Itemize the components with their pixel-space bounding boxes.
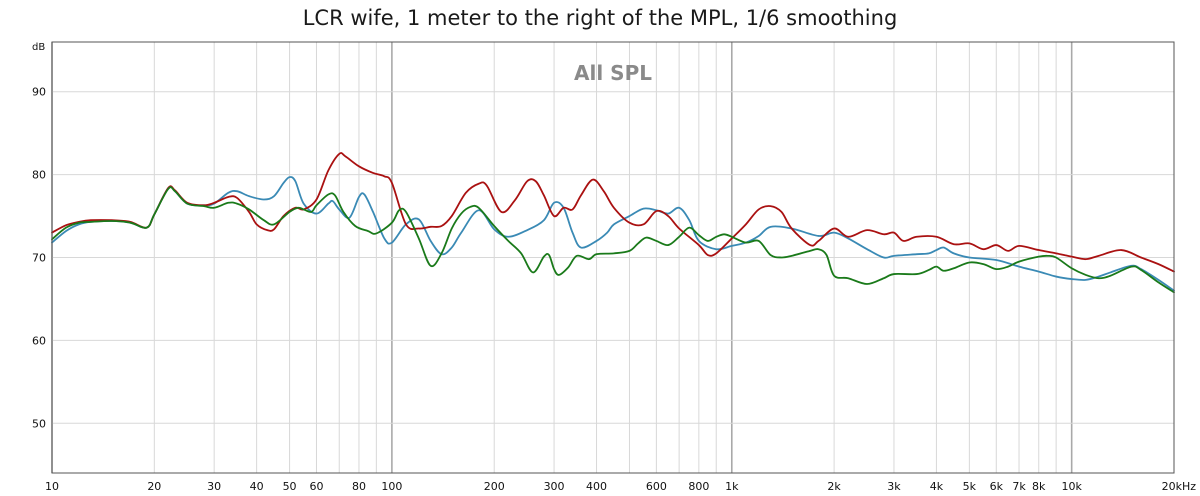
series-line-1 xyxy=(51,176,1175,292)
x-tick-label: 40 xyxy=(250,480,264,493)
x-tick-labels: 10 20 30 40 50 60 80 100 200 300 400 600 800 1k 2k 3k 4k… xyxy=(45,480,1196,493)
y-tick-label: 50 xyxy=(32,417,46,430)
x-tick-label: 20kHz xyxy=(1162,480,1197,493)
x-tick-label: 1k xyxy=(725,480,739,493)
x-tick-label: 80 xyxy=(352,480,366,493)
y-tick-label: 80 xyxy=(32,169,46,182)
x-tick-label: 5k xyxy=(963,480,977,493)
x-tick-label: 3k xyxy=(887,480,901,493)
x-tick-label: 8k xyxy=(1032,480,1046,493)
x-tick-label: 10 xyxy=(45,480,59,493)
y-gridlines xyxy=(52,91,1174,424)
y-tick-label: 90 xyxy=(32,86,46,99)
x-tick-label: 10k xyxy=(1061,480,1082,493)
y-tick-labels: 50 60 70 80 90 xyxy=(32,86,46,431)
series-line-3 xyxy=(51,186,1175,294)
y-tick-label: 60 xyxy=(32,334,46,347)
x-tick-label: 50 xyxy=(283,480,297,493)
x-tick-label: 20 xyxy=(147,480,161,493)
y-tick-label: 70 xyxy=(32,252,46,265)
chart-title: LCR wife, 1 meter to the right of the MP… xyxy=(302,6,898,30)
x-tick-label: 4k xyxy=(930,480,944,493)
x-tick-label: 100 xyxy=(381,480,402,493)
x-tick-label: 6k xyxy=(990,480,1004,493)
series-lines xyxy=(51,152,1175,294)
plot-frame xyxy=(51,41,1175,474)
x-tick-label: 600 xyxy=(646,480,667,493)
x-tick-label: 800 xyxy=(688,480,709,493)
x-tick-label: 200 xyxy=(484,480,505,493)
x-tick-label: 400 xyxy=(586,480,607,493)
x-tick-label: 300 xyxy=(544,480,565,493)
x-tick-label: 60 xyxy=(309,480,323,493)
x-tick-label: 2k xyxy=(827,480,841,493)
x-tick-label: 30 xyxy=(207,480,221,493)
plot-inner-title: All SPL xyxy=(574,61,652,85)
y-unit-label: dB xyxy=(32,42,45,53)
x-tick-label: 7k xyxy=(1012,480,1026,493)
